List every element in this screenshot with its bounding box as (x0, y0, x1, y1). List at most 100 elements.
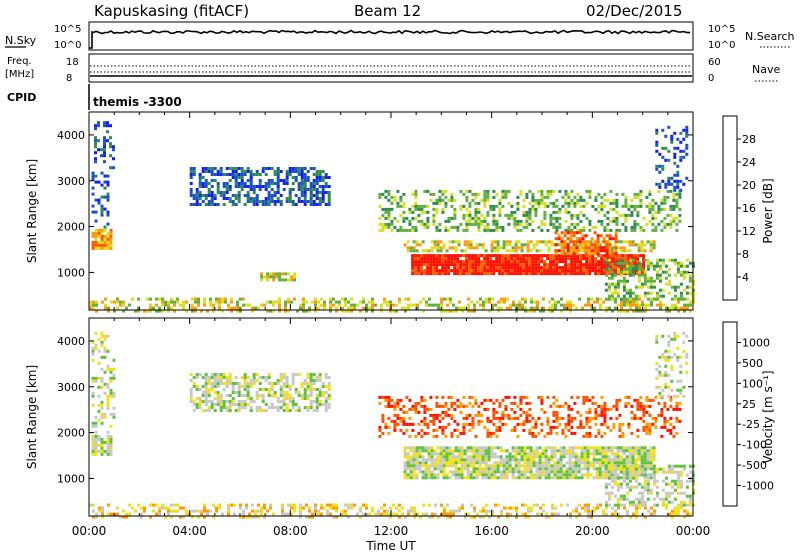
cell-power-2 (106, 195, 110, 199)
cell-power-9 (614, 249, 618, 253)
cell-power-8 (450, 257, 454, 261)
cell-power-8 (471, 257, 475, 261)
cell-velocity-5 (454, 473, 458, 477)
cell-power-8 (603, 272, 607, 276)
cell-power-4 (318, 179, 322, 182)
cell-power-11 (655, 149, 659, 153)
cell-velocity-5 (535, 473, 539, 477)
cell-power-8 (570, 272, 574, 276)
cell-velocity-5 (547, 467, 551, 471)
cell-power-1 (109, 228, 113, 232)
cell-velocity-4 (522, 395, 526, 399)
cell-power-6 (453, 213, 457, 217)
cell-velocity-5 (628, 476, 632, 480)
cell-power-4 (249, 173, 253, 176)
cell-power-0 (626, 300, 629, 304)
cell-velocity-5 (499, 455, 503, 459)
cell-velocity-0 (491, 509, 494, 513)
cell-power-0 (371, 306, 374, 310)
cell-power-0 (404, 297, 407, 301)
cell-power-9 (554, 252, 558, 256)
cell-velocity-5 (610, 464, 614, 468)
cell-power-4 (267, 185, 271, 188)
cell-power-10 (637, 279, 641, 283)
cell-power-7 (607, 249, 611, 253)
cell-power-0 (515, 309, 518, 313)
cell-velocity-0 (140, 515, 143, 519)
cell-velocity-5 (625, 464, 629, 468)
cell-velocity-1 (106, 452, 110, 456)
cell-power-8 (420, 263, 424, 267)
cell-power-8 (507, 257, 511, 261)
cell-power-3 (112, 157, 115, 161)
cell-velocity-0 (254, 509, 257, 513)
cell-power-4 (285, 170, 289, 173)
cell-power-6 (540, 222, 544, 226)
cell-velocity-0 (584, 506, 587, 510)
cell-power-7 (442, 246, 446, 250)
cell-power-2 (91, 174, 95, 178)
cell-velocity-5 (457, 446, 461, 450)
cell-velocity-3 (327, 376, 331, 379)
cell-power-6 (585, 189, 589, 193)
cell-velocity-3 (291, 382, 295, 385)
cell-power-4 (315, 191, 319, 194)
cell-power-6 (651, 198, 655, 202)
cell-velocity-3 (204, 385, 208, 388)
cell-power-6 (474, 207, 478, 211)
cell-velocity-5 (586, 458, 590, 462)
cell-power-8 (513, 260, 517, 264)
cell-velocity-1 (94, 443, 98, 447)
cell-power-0 (152, 306, 155, 310)
cell-velocity-1 (91, 437, 95, 441)
cell-velocity-5 (487, 449, 491, 453)
cell-power-8 (522, 272, 526, 276)
cell-power-9 (572, 234, 576, 238)
cell-velocity-5 (442, 455, 446, 459)
cell-power-0 (209, 297, 212, 301)
cell-velocity-5 (598, 473, 602, 477)
cell-power-0 (686, 306, 689, 310)
cell-velocity-5 (448, 452, 452, 456)
cell-power-8 (513, 263, 517, 267)
cell-power-6 (516, 228, 520, 232)
cell-velocity-3 (261, 376, 265, 379)
cell-velocity-3 (219, 379, 223, 382)
cell-velocity-5 (427, 470, 431, 474)
cell-power-6 (501, 225, 505, 229)
cell-power-6 (453, 207, 457, 211)
cell-power-8 (570, 260, 574, 264)
cell-power-7 (457, 240, 461, 244)
cell-velocity-2 (100, 343, 104, 347)
cell-velocity-5 (493, 470, 497, 474)
cell-velocity-0 (515, 509, 518, 513)
cell-velocity-0 (182, 506, 185, 510)
cell-power-4 (312, 179, 316, 182)
cell-power-4 (294, 176, 298, 179)
cell-velocity-0 (335, 515, 338, 519)
cell-power-0 (632, 300, 635, 304)
cell-velocity-5 (502, 458, 506, 462)
cell-power-6 (594, 198, 598, 202)
cell-velocity-5 (472, 455, 476, 459)
cell-velocity-5 (595, 476, 599, 480)
cell-power-0 (473, 306, 476, 310)
cell-power-7 (415, 240, 419, 244)
cell-power-8 (498, 269, 502, 273)
cell-power-8 (468, 266, 472, 270)
colorbar-tick-label: 28 (742, 133, 756, 146)
cell-power-11 (667, 158, 671, 162)
cell-power-4 (210, 173, 214, 176)
cell-power-10 (646, 267, 650, 271)
cell-velocity-4 (603, 401, 607, 405)
cell-power-6 (408, 207, 412, 211)
cell-power-0 (671, 306, 674, 310)
cell-power-6 (414, 216, 418, 220)
cell-velocity-5 (631, 455, 635, 459)
cell-power-8 (441, 263, 445, 267)
cell-velocity-0 (473, 509, 476, 513)
cell-power-4 (261, 185, 265, 188)
cell-power-8 (453, 260, 457, 264)
cell-power-7 (439, 246, 443, 250)
cell-power-4 (246, 185, 250, 188)
